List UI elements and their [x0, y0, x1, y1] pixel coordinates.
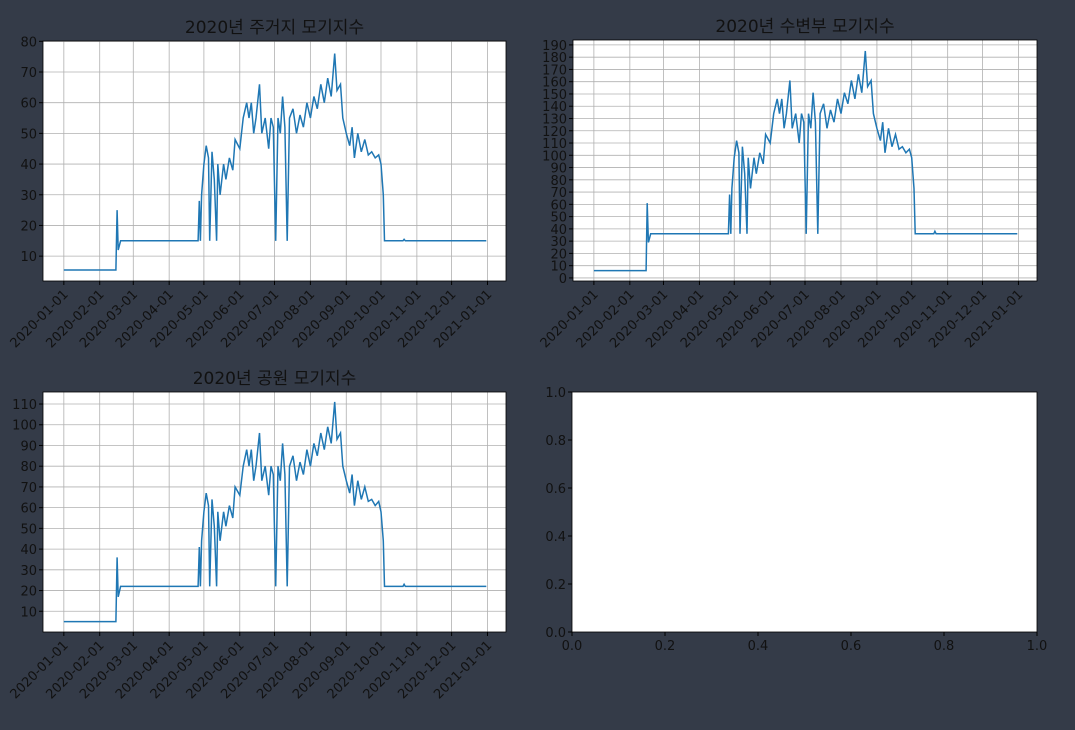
y-tick-label: 40	[550, 223, 567, 238]
y-tick-label: 80	[20, 460, 37, 475]
y-tick-label: 0.8	[545, 434, 566, 449]
y-tick-label: 0.6	[545, 482, 566, 497]
y-tick-label: 70	[20, 481, 37, 496]
x-tick-label: 0.2	[655, 639, 676, 654]
axes-frame	[571, 391, 1038, 633]
y-tick-label: 170	[542, 63, 567, 78]
y-tick-label: 1.0	[545, 386, 566, 401]
data-line	[593, 50, 1018, 272]
chart-title: 2020년 수변부 모기지수	[715, 17, 894, 37]
y-tick-label: 60	[550, 198, 567, 213]
y-tick-label: 60	[20, 502, 37, 517]
y-tick-label: 0.4	[545, 530, 566, 545]
y-tick-label: 50	[20, 127, 37, 142]
y-tick-label: 70	[550, 186, 567, 201]
y-tick-label: 140	[542, 100, 567, 115]
x-tick-label: 0.4	[748, 639, 769, 654]
y-tick-label: 40	[20, 543, 37, 558]
y-tick-label: 100	[12, 419, 37, 434]
subplot: 0.0 0.2 0.4 0.6 0.8 1.0 0.0 0.2 0.4 0.6 0.8 1.0	[545, 386, 1047, 654]
y-tick-label: 70	[20, 66, 37, 81]
y-tick-label: 30	[20, 564, 37, 579]
y-tick-label: 20	[550, 247, 567, 262]
x-tick-label: 1.0	[1027, 639, 1048, 654]
y-tick-label: 120	[542, 125, 567, 140]
y-tick-label: 0.0	[545, 626, 566, 641]
y-tick-label: 50	[550, 211, 567, 226]
axes-frame	[42, 40, 507, 282]
x-tick-label: 0.6	[841, 639, 862, 654]
plot-area	[572, 392, 1037, 632]
axes-frame	[42, 391, 507, 633]
y-tick-label: 10	[550, 260, 567, 275]
subplot: 10203040506070802020-01-012020-02-012020…	[8, 18, 507, 351]
y-tick-label: 110	[542, 137, 567, 152]
y-tick-label: 150	[542, 88, 567, 103]
y-tick-label: 0	[559, 272, 567, 287]
chart-title: 2020년 주거지 모기지수	[185, 18, 364, 38]
x-tick-label: 0.0	[562, 639, 583, 654]
axes-frame	[572, 39, 1038, 282]
x-tick-label: 0.8	[934, 639, 955, 654]
y-tick-label: 80	[20, 35, 37, 50]
y-tick-label: 110	[12, 398, 37, 413]
y-tick-label: 100	[542, 149, 567, 164]
y-tick-label: 20	[20, 219, 37, 234]
data-line	[63, 401, 487, 623]
y-tick-label: 40	[20, 158, 37, 173]
y-tick-label: 160	[542, 76, 567, 91]
y-tick-label: 90	[20, 439, 37, 454]
y-tick-label: 60	[20, 97, 37, 112]
y-tick-label: 50	[20, 522, 37, 537]
subplot: 1020304050607080901001102020-01-012020-0…	[8, 369, 507, 702]
data-line	[63, 53, 487, 271]
y-tick-label: 30	[550, 235, 567, 250]
y-tick-label: 0.2	[545, 578, 566, 593]
subplot: 0102030405060708090100110120130140150160…	[538, 17, 1038, 351]
y-tick-label: 190	[542, 39, 567, 54]
chart-title: 2020년 공원 모기지수	[193, 369, 357, 389]
y-tick-label: 10	[20, 250, 37, 265]
y-tick-label: 30	[20, 189, 37, 204]
y-tick-label: 80	[550, 174, 567, 189]
y-tick-label: 130	[542, 112, 567, 127]
y-tick-label: 20	[20, 585, 37, 600]
y-tick-label: 180	[542, 51, 567, 66]
y-tick-label: 90	[550, 162, 567, 177]
y-tick-label: 10	[20, 605, 37, 620]
